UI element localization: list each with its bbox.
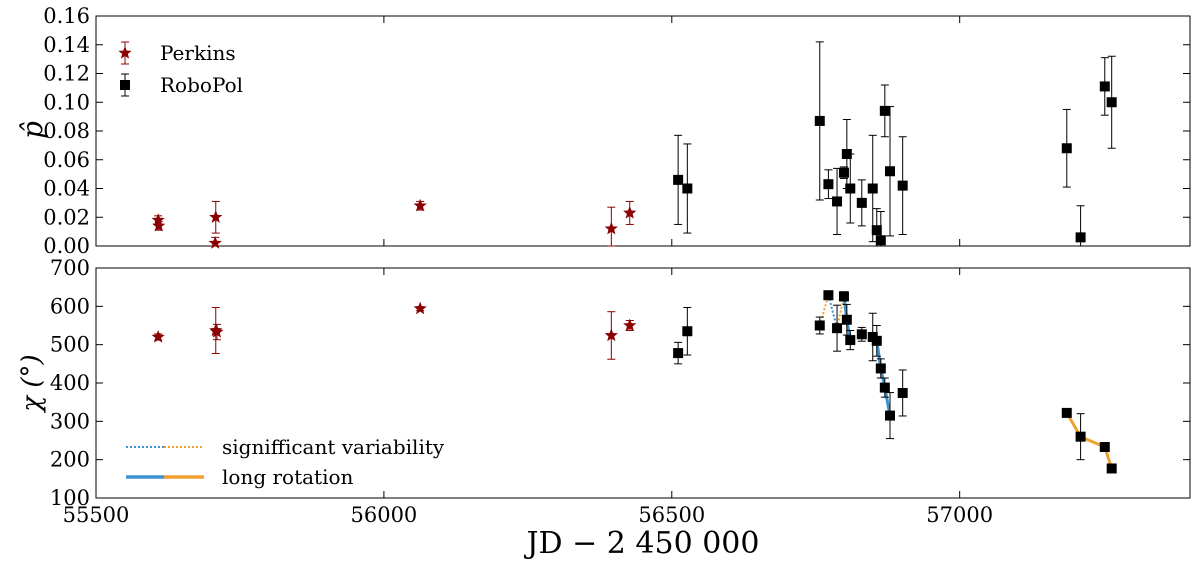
robopol-point	[832, 196, 843, 207]
top-y-tick-label: 0.04	[43, 177, 90, 201]
perkins-point	[151, 213, 165, 226]
robopol-point	[682, 326, 693, 337]
robopol-point	[823, 290, 834, 301]
robopol-point	[856, 197, 867, 208]
robopol-point	[1106, 463, 1117, 474]
top-y-tick-label: 0.00	[43, 234, 90, 258]
robopol-point	[845, 183, 856, 194]
robopol-point	[841, 314, 852, 325]
x-tick-label: 56000	[350, 503, 417, 527]
robopol-point	[682, 183, 693, 194]
variability-line	[818, 294, 830, 326]
robopol-point	[845, 335, 856, 346]
robopol-point	[838, 291, 849, 302]
bottom-y-tick-label: 700	[50, 256, 90, 280]
perkins-point	[623, 205, 637, 219]
legend-robopol-marker	[120, 80, 130, 90]
x-tick-label: 57000	[926, 503, 993, 527]
robopol-point	[897, 387, 908, 398]
perkins-point	[151, 330, 165, 343]
robopol-point	[823, 179, 834, 190]
perkins-point	[210, 325, 224, 338]
top-y-tick-label: 0.10	[43, 90, 90, 114]
top-y-tick-label: 0.06	[43, 148, 90, 172]
bottom-y-tick-label: 600	[50, 294, 90, 318]
robopol-point	[867, 183, 878, 194]
legend-label: signifficant variability	[222, 435, 445, 459]
x-axis-label: JD − 2 450 000	[524, 526, 760, 561]
top-y-tick-label: 0.14	[43, 33, 90, 57]
robopol-point	[871, 225, 882, 236]
robopol-point	[871, 335, 882, 346]
legend-label: Perkins	[160, 41, 236, 65]
top-panel-polarization-fraction: 0.00 0.02 0.04 0.06 0.08 0.10 0.12 0.14 0.16 Perk…	[43, 4, 1191, 258]
robopol-point	[673, 174, 684, 185]
top-y-axis-label: p̂	[16, 121, 49, 139]
bottom-panel-polarization-angle: 100 200 300 400 500 600 700 55500 56000 56500 5700…	[50, 256, 1191, 527]
robopol-point	[875, 363, 886, 374]
robopol-point	[1061, 407, 1072, 418]
x-tick-label: 56500	[638, 503, 705, 527]
perkins-point	[604, 221, 618, 235]
perkins-point	[623, 318, 637, 332]
robopol-point	[875, 235, 886, 246]
bottom-y-axis-label: χ (°)	[17, 354, 47, 413]
robopol-point	[1061, 143, 1072, 154]
legend-label: long rotation	[222, 465, 354, 489]
perkins-point	[208, 236, 222, 249]
variability-line	[836, 296, 845, 329]
variability-line	[827, 294, 838, 329]
robopol-point	[885, 410, 896, 421]
robopol-point	[832, 323, 843, 334]
perkins-point	[209, 210, 223, 223]
top-y-tick-label: 0.16	[43, 4, 90, 28]
robopol-point	[1075, 232, 1086, 243]
robopol-point	[673, 348, 684, 359]
x-tick-label: 55500	[63, 503, 130, 527]
top-y-tick-label: 0.08	[43, 119, 90, 143]
robopol-point	[814, 320, 825, 331]
robopol-point	[838, 167, 849, 178]
robopol-point	[879, 105, 890, 116]
bottom-plot-frame	[95, 267, 1191, 499]
legend-perkins-marker	[118, 46, 132, 59]
robopol-point	[897, 180, 908, 191]
robopol-point	[1075, 431, 1086, 442]
perkins-point	[413, 198, 427, 212]
robopol-point	[1099, 81, 1110, 92]
bottom-y-tick-label: 100	[50, 486, 90, 510]
robopol-point	[1106, 97, 1117, 108]
perkins-point	[152, 218, 166, 232]
bottom-y-tick-label: 400	[50, 371, 90, 395]
top-plot-frame	[95, 15, 1191, 247]
perkins-point	[413, 301, 427, 315]
bottom-y-tick-label: 500	[50, 333, 90, 357]
legend-label: RoboPol	[160, 73, 243, 97]
top-y-tick-label: 0.12	[43, 62, 90, 86]
rotation-line	[871, 335, 892, 416]
robopol-point	[856, 329, 867, 340]
robopol-point	[814, 115, 825, 126]
bottom-y-tick-label: 300	[50, 409, 90, 433]
bottom-y-tick-label: 200	[50, 448, 90, 472]
perkins-point	[604, 328, 618, 342]
robopol-point	[885, 166, 896, 177]
robopol-point	[879, 382, 890, 393]
robopol-point	[1099, 442, 1110, 453]
rotation-line	[1065, 412, 1114, 469]
top-y-tick-label: 0.02	[43, 205, 90, 229]
